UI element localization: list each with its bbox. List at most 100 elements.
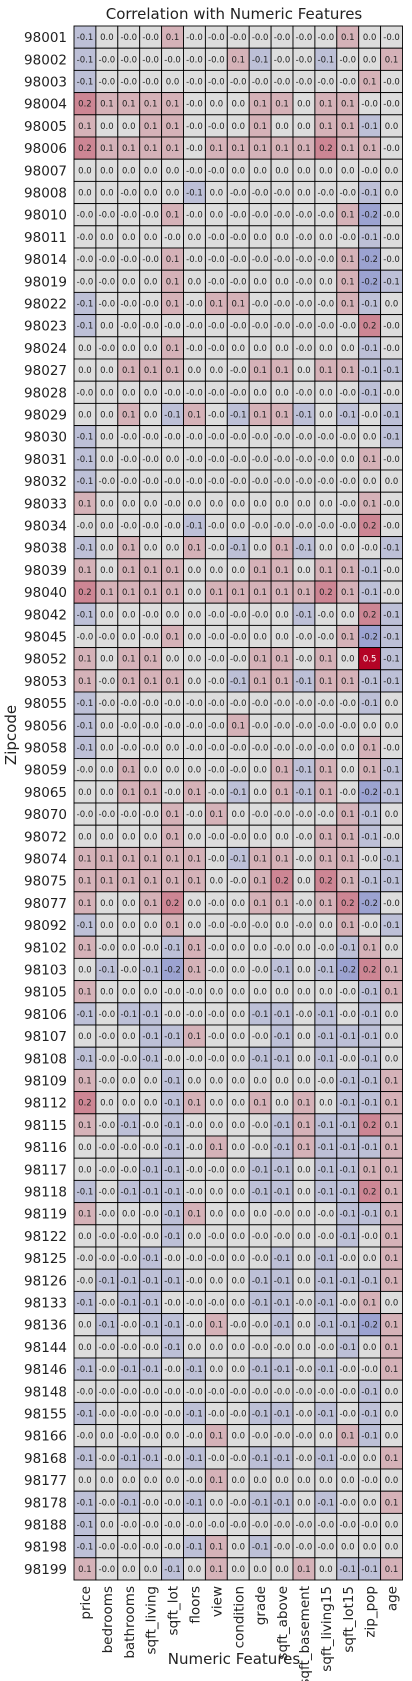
cell-value-label: -0.0 (208, 899, 225, 909)
cell-value-label: 0.2 (363, 522, 377, 532)
cell-value-label: 0.0 (231, 1165, 245, 1175)
cell-value-label: 0.0 (144, 766, 158, 776)
cell-value-label: -0.0 (383, 744, 400, 754)
cell-value-label: 0.0 (144, 921, 158, 931)
cell-value-label: 0.0 (166, 544, 180, 554)
cell-value-label: -0.1 (318, 1165, 335, 1175)
cell-value-label: 0.1 (166, 877, 180, 887)
cell-value-label: 0.0 (297, 566, 311, 576)
cell-value-label: -0.0 (339, 1454, 356, 1464)
cell-value-label: -0.1 (274, 1321, 291, 1331)
cell-value-label: -0.1 (318, 1276, 335, 1286)
cell-value-label: -0.1 (296, 544, 313, 554)
cell-value-label: -0.1 (339, 411, 356, 421)
cell-value-label: -0.0 (208, 1299, 225, 1309)
cell-value-label: -0.0 (296, 300, 313, 310)
cell-value-label: -0.0 (77, 810, 94, 820)
cell-value-label: -0.0 (99, 1232, 116, 1242)
cell-value-label: 0.0 (210, 1343, 224, 1353)
cell-value-label: -0.0 (99, 55, 116, 65)
cell-value-label: 0.1 (385, 988, 399, 998)
cell-value-label: -0.0 (120, 1432, 137, 1442)
cell-value-label: 0.0 (231, 1276, 245, 1286)
cell-value-label: -0.1 (164, 1276, 181, 1286)
cell-value-label: -0.0 (186, 988, 203, 998)
cell-value-label: -0.1 (120, 1454, 137, 1464)
cell-value-label: 0.0 (385, 1387, 399, 1397)
cell-value-label: -0.0 (77, 255, 94, 265)
cell-value-label: 0.0 (100, 366, 114, 376)
cell-value-label: -0.0 (99, 699, 116, 709)
cell-value-label: 0.0 (100, 988, 114, 998)
cell-value-label: -0.0 (339, 433, 356, 443)
cell-value-label: 0.0 (78, 1476, 92, 1486)
cell-value-label: 0.1 (297, 1121, 311, 1131)
cell-value-label: 0.1 (385, 1077, 399, 1087)
cell-value-label: 0.1 (144, 788, 158, 798)
cell-value-label: -0.0 (252, 455, 269, 465)
cell-value-label: -0.0 (296, 921, 313, 931)
cell-value-label: 0.0 (144, 411, 158, 421)
cell-value-label: 0.1 (78, 1565, 92, 1575)
cell-value-label: 0.0 (341, 344, 355, 354)
zipcode-tick-label: 98052 (24, 652, 67, 668)
cell-value-label: -0.0 (339, 1054, 356, 1064)
cell-value-label: 0.0 (231, 1099, 245, 1109)
cell-value-label: -0.0 (99, 1010, 116, 1020)
cell-value-label: -0.0 (208, 855, 225, 865)
cell-value-label: 0.0 (122, 499, 136, 509)
cell-value-label: 0.1 (275, 411, 289, 421)
cell-value-label: -0.0 (274, 1521, 291, 1531)
cell-value-label: -0.1 (318, 966, 335, 976)
cell-value-label: -0.1 (361, 1143, 378, 1153)
cell-value-label: 0.0 (210, 1099, 224, 1109)
cell-value-label: -0.1 (361, 366, 378, 376)
cell-value-label: -0.2 (361, 255, 378, 265)
cell-value-label: -0.1 (339, 1232, 356, 1242)
cell-value-label: -0.1 (142, 1010, 159, 1020)
zipcode-tick-label: 98003 (24, 75, 67, 91)
cell-value-label: -0.0 (296, 344, 313, 354)
cell-value-label: 0.0 (341, 544, 355, 554)
cell-value-label: -0.0 (164, 1454, 181, 1464)
cell-value-label: 0.0 (319, 1432, 333, 1442)
feature-tick-label: sqft_lot (166, 1586, 182, 1635)
feature-tick-label: sqft_living (144, 1586, 160, 1655)
cell-value-label: 0.0 (385, 1432, 399, 1442)
cell-value-label: 0.0 (100, 610, 114, 620)
cell-value-label: -0.1 (361, 810, 378, 820)
cell-value-label: -0.0 (230, 1454, 247, 1464)
cell-value-label: -0.1 (252, 1498, 269, 1508)
cell-value-label: -0.0 (208, 411, 225, 421)
zipcode-tick-label: 98029 (24, 408, 67, 424)
feature-tick-label: sqft_lot15 (341, 1586, 357, 1653)
cell-value-label: -0.0 (99, 943, 116, 953)
cell-value-label: 0.0 (231, 1232, 245, 1242)
cell-value-label: 0.0 (385, 810, 399, 820)
cell-value-label: 0.0 (297, 1232, 311, 1242)
cell-value-label: 0.0 (210, 1498, 224, 1508)
cell-value-label: -0.0 (252, 1521, 269, 1531)
cell-value-label: -0.1 (77, 1410, 94, 1420)
cell-value-label: -0.1 (383, 633, 400, 643)
cell-value-label: -0.0 (142, 1143, 159, 1153)
cell-value-label: 0.1 (275, 655, 289, 665)
cell-value-label: -0.0 (230, 233, 247, 243)
cell-value-label: -0.1 (142, 1454, 159, 1464)
cell-value-label: 0.0 (210, 366, 224, 376)
cell-value-label: -0.1 (142, 1321, 159, 1331)
cell-value-label: -0.0 (120, 744, 137, 754)
cell-value-label: -0.0 (339, 1387, 356, 1397)
cell-value-label: -0.0 (339, 788, 356, 798)
cell-value-label: 0.0 (231, 1010, 245, 1020)
cell-value-label: -0.0 (120, 721, 137, 731)
cell-value-label: 0.1 (319, 788, 333, 798)
cell-value-label: 0.1 (253, 1099, 267, 1109)
cell-value-label: 0.0 (144, 189, 158, 199)
cell-value-label: 0.0 (297, 1321, 311, 1331)
cell-value-label: 0.5 (363, 655, 377, 665)
cell-value-label: 0.1 (100, 144, 114, 154)
cell-value-label: -0.0 (186, 388, 203, 398)
cell-value-label: -0.0 (142, 610, 159, 620)
cell-value-label: -0.1 (318, 1032, 335, 1042)
